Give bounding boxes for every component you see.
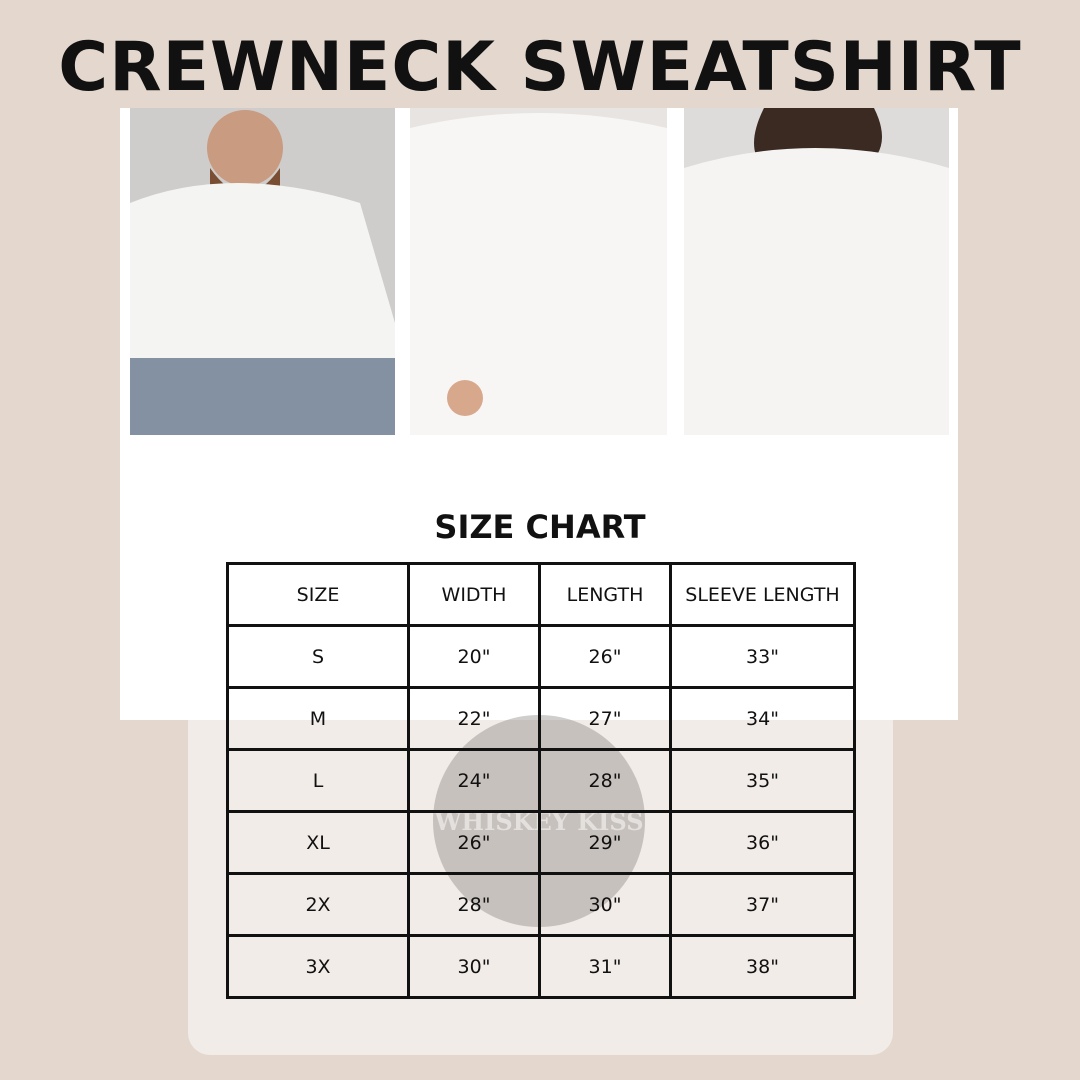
table-cell: L <box>226 748 410 813</box>
table-cell: 35" <box>669 748 856 813</box>
size-chart-title: SIZE CHART <box>434 508 646 546</box>
table-cell: 22" <box>407 686 541 751</box>
table-cell: 36" <box>669 810 856 875</box>
table-row: XL 26" 29" 36" <box>226 810 856 875</box>
photo-woman-1 <box>410 108 667 435</box>
table-cell: XL <box>226 810 410 875</box>
table-cell: 30" <box>407 934 541 999</box>
table-cell: 30" <box>538 872 672 937</box>
table-row: M 22" 27" 34" <box>226 686 856 751</box>
table-cell: 2X <box>226 872 410 937</box>
table-cell: 26" <box>407 810 541 875</box>
size-chart-table: SIZE WIDTH LENGTH SLEEVE LENGTH S 20" 26" 3… <box>226 562 856 999</box>
table-cell: S <box>226 624 410 689</box>
table-cell: 3X <box>226 934 410 999</box>
table-cell: 27" <box>538 686 672 751</box>
header-sleeve-length: SLEEVE LENGTH <box>669 562 856 627</box>
table-cell: 28" <box>538 748 672 813</box>
table-cell: 31" <box>538 934 672 999</box>
table-cell: 33" <box>669 624 856 689</box>
table-cell: M <box>226 686 410 751</box>
table-row: 3X 30" 31" 38" <box>226 934 856 999</box>
table-header-row: SIZE WIDTH LENGTH SLEEVE LENGTH <box>226 562 856 627</box>
table-row: 2X 28" 30" 37" <box>226 872 856 937</box>
table-row: L 24" 28" 35" <box>226 748 856 813</box>
table-cell: 34" <box>669 686 856 751</box>
table-cell: 28" <box>407 872 541 937</box>
table-cell: 37" <box>669 872 856 937</box>
table-row: S 20" 26" 33" <box>226 624 856 689</box>
header-size: SIZE <box>226 562 410 627</box>
table-cell: 29" <box>538 810 672 875</box>
table-cell: 24" <box>407 748 541 813</box>
page-title: CREWNECK SWEATSHIRT <box>58 28 1022 107</box>
table-cell: 38" <box>669 934 856 999</box>
table-cell: 26" <box>538 624 672 689</box>
photo-man <box>130 108 395 435</box>
header-width: WIDTH <box>407 562 541 627</box>
header-length: LENGTH <box>538 562 672 627</box>
photo-woman-2 <box>684 108 949 435</box>
table-cell: 20" <box>407 624 541 689</box>
